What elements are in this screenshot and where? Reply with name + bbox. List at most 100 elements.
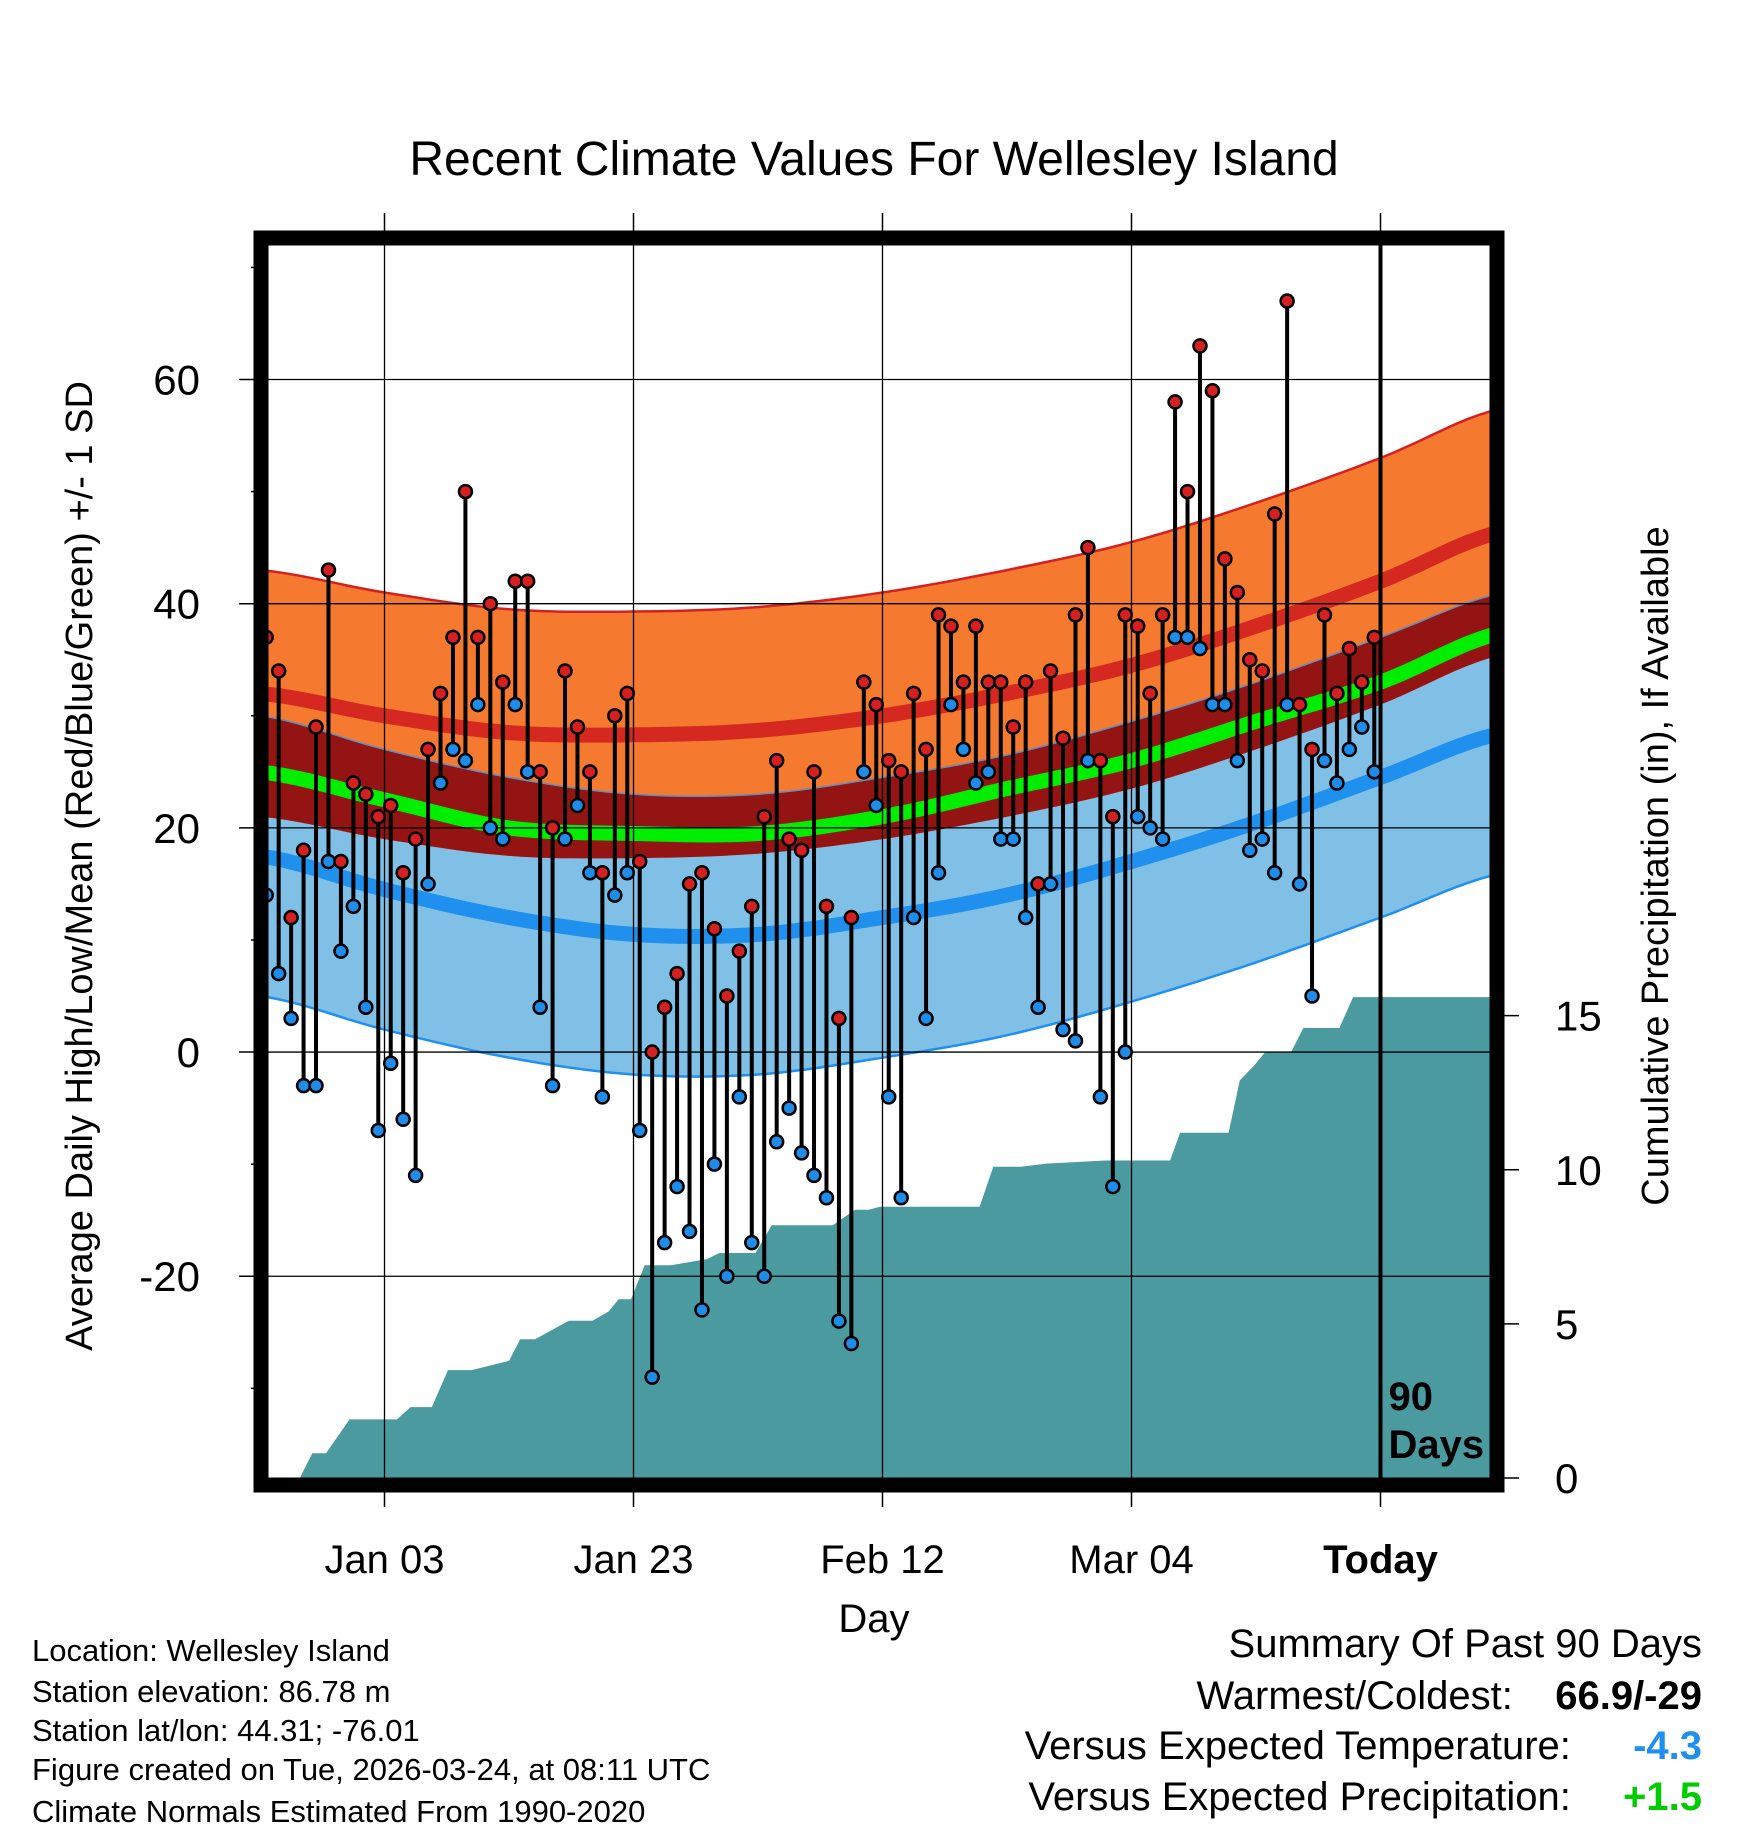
low-point — [744, 1234, 760, 1251]
high-point — [395, 864, 411, 881]
high-point — [308, 719, 324, 735]
high-point — [295, 842, 312, 859]
high-point — [880, 752, 897, 769]
high-point — [1154, 607, 1171, 623]
high-point — [756, 808, 772, 825]
high-point — [283, 909, 299, 926]
low-point — [644, 1369, 660, 1385]
high-point — [905, 685, 922, 702]
low-point — [1254, 831, 1270, 847]
low-point — [1366, 764, 1383, 780]
low-point — [1055, 1021, 1071, 1038]
low-point — [308, 1077, 324, 1094]
low-point — [955, 741, 972, 758]
low-point — [1242, 842, 1258, 859]
high-point — [519, 573, 536, 590]
high-point — [1242, 651, 1258, 668]
high-point — [482, 595, 499, 612]
high-point — [1316, 607, 1333, 623]
low-point — [756, 1268, 772, 1284]
high-point — [1341, 640, 1358, 657]
low-point — [507, 696, 523, 713]
chart-title: Recent Climate Values For Wellesley Isla… — [409, 133, 1338, 186]
y2-axis-label: Cumulative Precipitation (in), If Availa… — [1635, 526, 1677, 1205]
low-point — [532, 999, 548, 1015]
high-point — [1291, 696, 1308, 713]
low-point — [905, 909, 922, 926]
low-point — [706, 1156, 723, 1172]
low-point — [831, 1313, 847, 1329]
high-point — [507, 573, 523, 590]
high-point — [582, 764, 598, 780]
low-point — [893, 1190, 909, 1206]
low-point — [1204, 696, 1221, 713]
overlap-band — [268, 595, 1490, 859]
high-point — [420, 741, 436, 758]
low-point — [880, 1089, 897, 1105]
info-created: Figure created on Tue, 2026-03-24, at 08… — [32, 1752, 711, 1787]
low-point — [993, 831, 1009, 847]
high-point — [955, 674, 972, 690]
high-point — [1129, 618, 1146, 634]
low-point — [930, 864, 947, 881]
low-point — [370, 1122, 387, 1139]
low-point — [694, 1302, 710, 1318]
low-point — [619, 864, 636, 881]
summary-warm-cold-value: 66.9/-29 — [1555, 1674, 1702, 1718]
low-point — [806, 1167, 822, 1184]
high-point — [656, 999, 673, 1015]
low-point — [1142, 820, 1158, 836]
high-point — [669, 965, 685, 982]
summary-temp-label: Versus Expected Temperature: — [1024, 1724, 1571, 1768]
high-point — [806, 764, 822, 780]
high-point — [1067, 607, 1084, 623]
info-elevation: Station elevation: 86.78 m — [32, 1674, 391, 1709]
low-point — [270, 965, 287, 982]
high-point — [445, 629, 461, 646]
high-point — [457, 483, 474, 500]
high-point — [1217, 551, 1233, 567]
high-point — [631, 853, 648, 870]
high-point — [744, 898, 760, 915]
high-point — [594, 864, 611, 881]
high-point — [706, 921, 723, 937]
axes: 60 40 20 0 -20 Jan 03 Jan 23 Feb 12 Mar 04 Today 1… — [139, 213, 1602, 1582]
high-point — [993, 674, 1009, 690]
low-point — [1279, 696, 1295, 713]
high-point — [731, 943, 748, 959]
low-point — [793, 1145, 810, 1161]
high-point — [1304, 741, 1320, 758]
high-point — [569, 719, 586, 735]
summary-precip-value: +1.5 — [1623, 1775, 1702, 1819]
low-point — [382, 1055, 399, 1072]
y-tick-label: 0 — [177, 1029, 200, 1076]
x-tick-label: Jan 03 — [324, 1538, 444, 1582]
low-point — [395, 1111, 411, 1128]
low-point — [582, 864, 598, 881]
low-point — [656, 1234, 673, 1251]
high-point — [607, 708, 623, 724]
low-point — [719, 1268, 735, 1284]
low-point — [681, 1223, 698, 1240]
high-point — [557, 663, 573, 679]
high-point — [1204, 382, 1221, 399]
y-tick-label: 60 — [153, 357, 200, 404]
high-point — [1117, 607, 1134, 623]
high-point — [843, 909, 860, 926]
plot-border — [253, 230, 1505, 1493]
low-point — [445, 741, 461, 758]
high-point — [681, 876, 698, 892]
y2-tick-label: 15 — [1555, 993, 1602, 1040]
y2-tick-label: 10 — [1555, 1147, 1602, 1194]
high-point — [1030, 876, 1046, 892]
y-axis-label: Average Daily High/Low/Mean (Red/Blue/Gr… — [59, 381, 101, 1351]
x-tick-label: Today — [1323, 1538, 1439, 1582]
low-point — [631, 1122, 648, 1139]
low-point — [1354, 719, 1370, 735]
high-point — [1105, 808, 1121, 825]
high-point — [358, 786, 374, 802]
low-point — [594, 1089, 611, 1105]
low-point — [295, 1077, 312, 1094]
low-point — [731, 1089, 748, 1105]
